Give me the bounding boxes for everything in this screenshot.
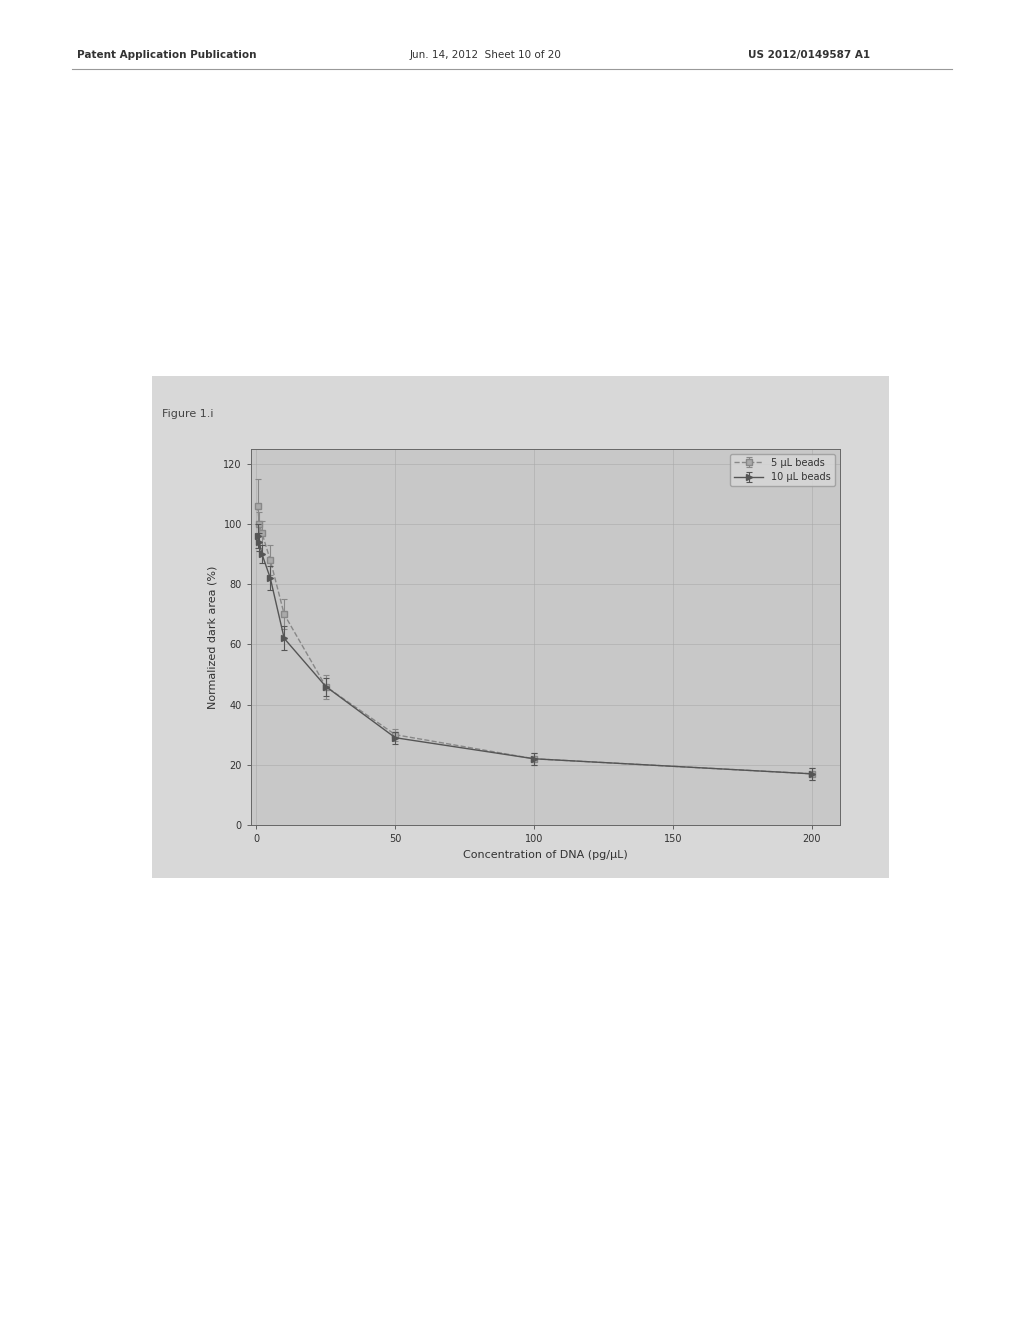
- Text: Patent Application Publication: Patent Application Publication: [77, 50, 256, 61]
- Legend: 5 µL beads, 10 µL beads: 5 µL beads, 10 µL beads: [730, 454, 835, 486]
- Y-axis label: Normalized dark area (%): Normalized dark area (%): [208, 565, 218, 709]
- Text: Jun. 14, 2012  Sheet 10 of 20: Jun. 14, 2012 Sheet 10 of 20: [410, 50, 561, 61]
- X-axis label: Concentration of DNA (pg/µL): Concentration of DNA (pg/µL): [463, 850, 628, 859]
- Text: US 2012/0149587 A1: US 2012/0149587 A1: [748, 50, 869, 61]
- Text: Figure 1.i: Figure 1.i: [162, 409, 213, 420]
